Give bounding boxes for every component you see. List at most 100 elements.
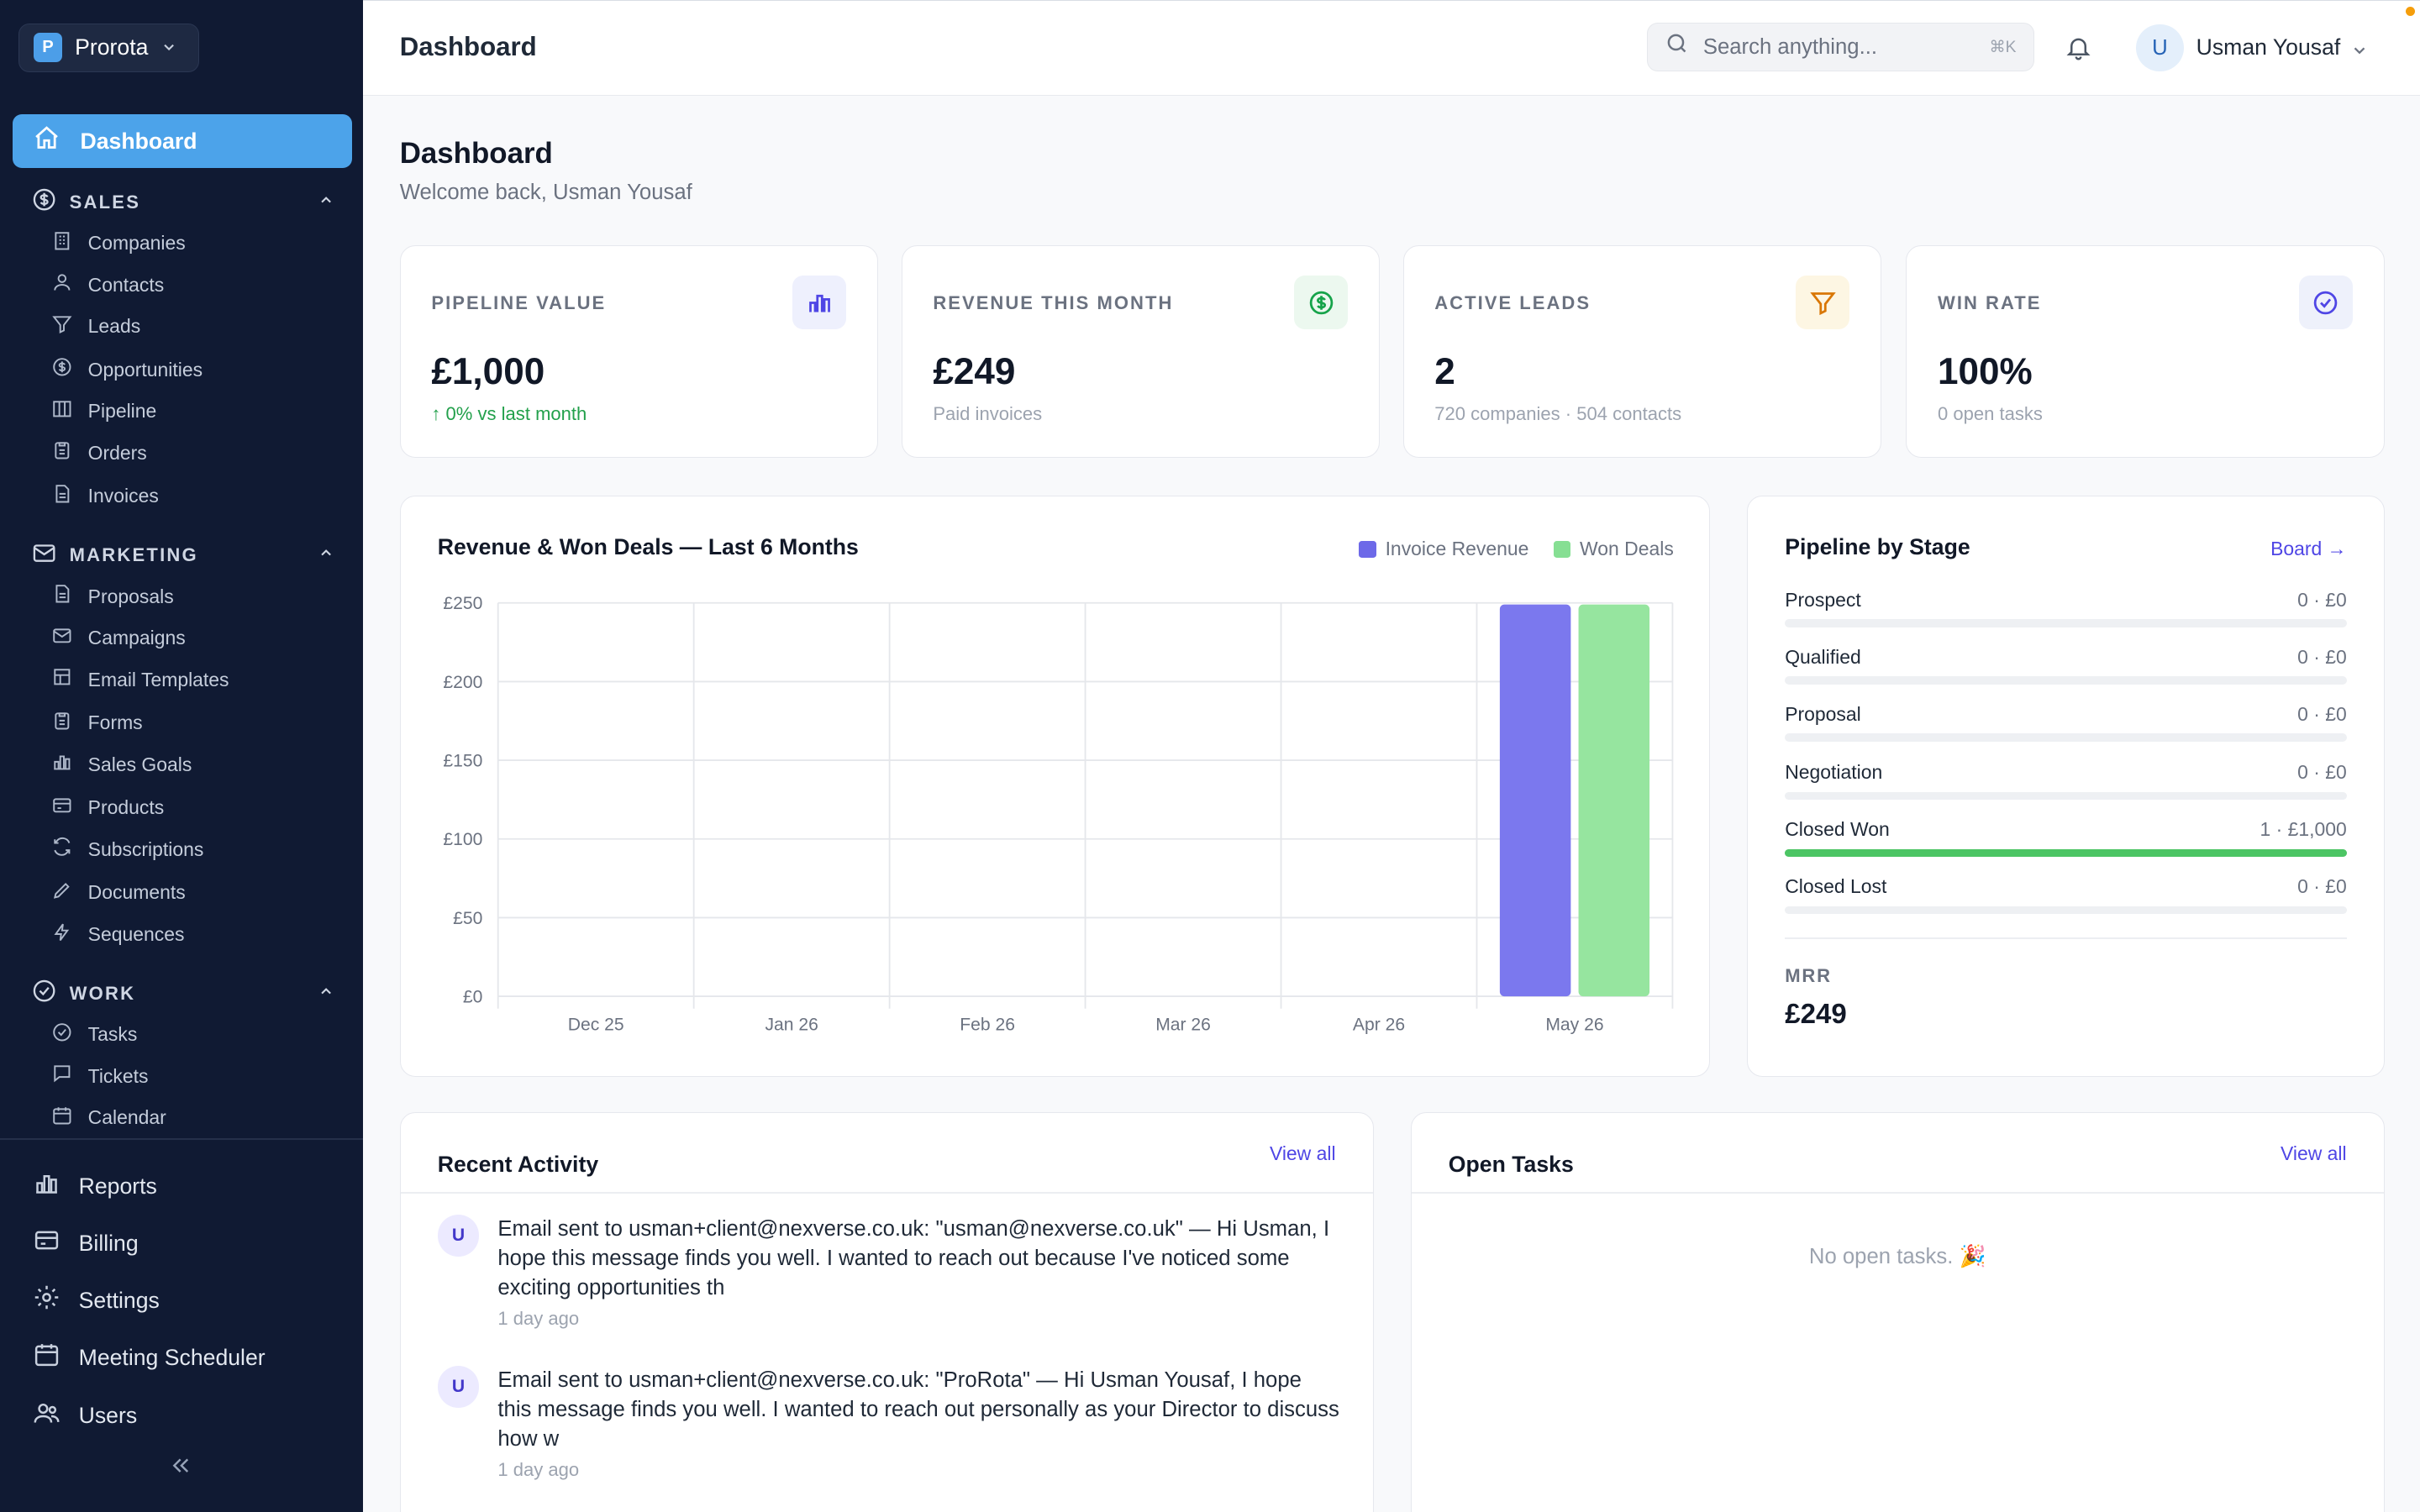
stage-name: Closed Won xyxy=(1785,818,1890,841)
section-work[interactable]: WORK xyxy=(31,978,339,1009)
stage-value: 0 · £0 xyxy=(2297,761,2347,784)
sidebar-item-users[interactable]: Users xyxy=(33,1399,137,1433)
sidebar-item-label: Meeting Scheduler xyxy=(78,1344,266,1370)
sidebar-item-email-templates[interactable]: Email Templates xyxy=(51,666,229,693)
avatar[interactable]: U xyxy=(2135,24,2184,72)
chevron-down-icon[interactable] xyxy=(2350,38,2369,66)
sidebar-item-opportunities[interactable]: Opportunities xyxy=(51,356,203,383)
sidebar-item-billing[interactable]: Billing xyxy=(33,1226,139,1260)
sidebar-item-meeting-scheduler[interactable]: Meeting Scheduler xyxy=(33,1341,266,1374)
kpi-sub: Paid invoices xyxy=(933,403,1043,425)
activity-view-all-link[interactable]: View all xyxy=(1269,1142,1336,1165)
sidebar-item-pipeline[interactable]: Pipeline xyxy=(51,398,156,425)
tasks-title: Open Tasks xyxy=(1448,1152,1574,1178)
card-icon xyxy=(51,795,73,822)
search-icon xyxy=(1665,31,1689,62)
stage-progress-track xyxy=(1785,619,2347,627)
refresh-icon xyxy=(51,836,73,863)
dollar-circle-icon xyxy=(31,186,57,218)
sidebar-item-tasks[interactable]: Tasks xyxy=(51,1021,137,1048)
pipeline-stage-row[interactable]: Closed Won 1 · £1,000 xyxy=(1785,818,2347,858)
sidebar-item-settings[interactable]: Settings xyxy=(33,1284,160,1317)
sidebar-item-label: Billing xyxy=(78,1230,139,1256)
avatar: U xyxy=(437,1215,480,1257)
revenue-chart: £0 £50 £100 £150 £200 £250 Dec 25 Jan 26 Feb 26 M… xyxy=(443,594,1674,1034)
sidebar-item-leads[interactable]: Leads xyxy=(51,313,140,340)
search-placeholder: Search anything... xyxy=(1702,34,1878,59)
mrr-divider xyxy=(1785,937,2347,939)
search-shortcut: ⌘K xyxy=(1989,39,2017,57)
pipeline-stage-row[interactable]: Qualified 0 · £0 xyxy=(1785,645,2347,685)
sidebar-item-invoices[interactable]: Invoices xyxy=(51,483,159,510)
sidebar-item-subscriptions[interactable]: Subscriptions xyxy=(51,836,203,863)
bar-chart-icon xyxy=(792,275,847,330)
bell-icon[interactable] xyxy=(2065,34,2092,68)
sidebar-item-label: Proposals xyxy=(87,585,174,607)
x-tick-label: May 26 xyxy=(1545,1015,1603,1034)
x-tick-label: Apr 26 xyxy=(1353,1015,1405,1034)
stage-name: Qualified xyxy=(1785,645,1861,668)
pipeline-title: Pipeline by Stage xyxy=(1785,534,1970,560)
kpi-card-win-rate: WIN RATE 100% 0 open tasks xyxy=(1906,245,2385,459)
search-input[interactable]: Search anything... ⌘K xyxy=(1646,22,2034,72)
pipeline-stage-row[interactable]: Prospect 0 · £0 xyxy=(1785,589,2347,627)
collapse-sidebar-icon[interactable] xyxy=(168,1453,192,1484)
sidebar-item-contacts[interactable]: Contacts xyxy=(51,271,165,298)
stage-progress-fill xyxy=(1785,849,2347,858)
kpi-card-active-leads: ACTIVE LEADS 2 720 companies · 504 conta… xyxy=(1402,245,1881,459)
sidebar-item-orders[interactable]: Orders xyxy=(51,439,147,466)
lightning-icon xyxy=(51,921,73,948)
sidebar-item-proposals[interactable]: Proposals xyxy=(51,583,174,610)
kpi-card-revenue: REVENUE THIS MONTH £249 Paid invoices xyxy=(901,245,1380,459)
sidebar-item-products[interactable]: Products xyxy=(51,795,165,822)
sidebar-item-label: Sequences xyxy=(87,922,185,945)
legend-label: Won Deals xyxy=(1580,538,1674,560)
sidebar-item-label: Products xyxy=(87,796,165,819)
activity-item[interactable]: U Email sent to usman+client@nexverse.co… xyxy=(437,1366,1340,1480)
org-badge: P xyxy=(33,33,63,63)
activity-item[interactable]: U Email sent to usman+client@nexverse.co… xyxy=(437,1215,1340,1329)
sidebar-item-documents[interactable]: Documents xyxy=(51,879,186,906)
pencil-icon xyxy=(51,879,73,906)
kpi-value: £1,000 xyxy=(431,350,545,392)
sidebar-item-sequences[interactable]: Sequences xyxy=(51,921,185,948)
legend-swatch xyxy=(1553,540,1571,558)
sidebar-item-label: Contacts xyxy=(87,273,165,296)
org-switcher[interactable]: P Prorota xyxy=(18,23,199,73)
chevron-down-icon xyxy=(160,34,177,62)
legend-item[interactable]: Invoice Revenue xyxy=(1359,538,1528,560)
pipeline-stage-row[interactable]: Proposal 0 · £0 xyxy=(1785,703,2347,742)
check-circle-icon xyxy=(2298,275,2353,330)
chart-title: Revenue & Won Deals — Last 6 Months xyxy=(437,534,859,560)
sidebar-item-forms[interactable]: Forms xyxy=(51,710,143,737)
funnel-icon xyxy=(1795,275,1850,330)
chart-legend: Invoice Revenue Won Deals xyxy=(1334,538,1674,560)
sidebar-item-label: Orders xyxy=(87,441,147,464)
mrr-value: £249 xyxy=(1785,999,1847,1031)
section-sales[interactable]: SALES xyxy=(31,186,339,218)
tasks-view-all-link[interactable]: View all xyxy=(2280,1142,2347,1165)
sidebar-item-campaigns[interactable]: Campaigns xyxy=(51,625,186,652)
user-name[interactable]: Usman Yousaf xyxy=(2196,34,2341,60)
sidebar-item-label: Calendar xyxy=(87,1106,166,1129)
pipeline-stage-row[interactable]: Closed Lost 0 · £0 xyxy=(1785,875,2347,915)
pipeline-stage-row[interactable]: Negotiation 0 · £0 xyxy=(1785,761,2347,801)
kpi-value: £249 xyxy=(933,350,1016,392)
kpi-label: REVENUE THIS MONTH xyxy=(933,292,1174,314)
legend-item[interactable]: Won Deals xyxy=(1553,538,1674,560)
check-circle-icon xyxy=(51,1021,73,1048)
users-icon xyxy=(33,1399,60,1433)
sidebar-item-tickets[interactable]: Tickets xyxy=(51,1063,148,1089)
section-marketing[interactable]: MARKETING xyxy=(31,540,339,571)
sidebar-item-calendar[interactable]: Calendar xyxy=(51,1105,166,1131)
sidebar-item-companies[interactable]: Companies xyxy=(51,230,186,257)
card-divider xyxy=(400,1191,1373,1194)
sidebar-item-dashboard[interactable]: Dashboard xyxy=(12,113,352,169)
kpi-value: 100% xyxy=(1938,350,2033,392)
sidebar-item-label: Settings xyxy=(78,1287,160,1313)
board-link[interactable]: Board → xyxy=(2270,538,2347,560)
sidebar-item-sales-goals[interactable]: Sales Goals xyxy=(51,751,192,778)
sidebar-item-reports[interactable]: Reports xyxy=(33,1169,157,1203)
users-icon xyxy=(51,271,73,298)
revenue-chart-card: Revenue & Won Deals — Last 6 Months Invo… xyxy=(399,495,1711,1077)
